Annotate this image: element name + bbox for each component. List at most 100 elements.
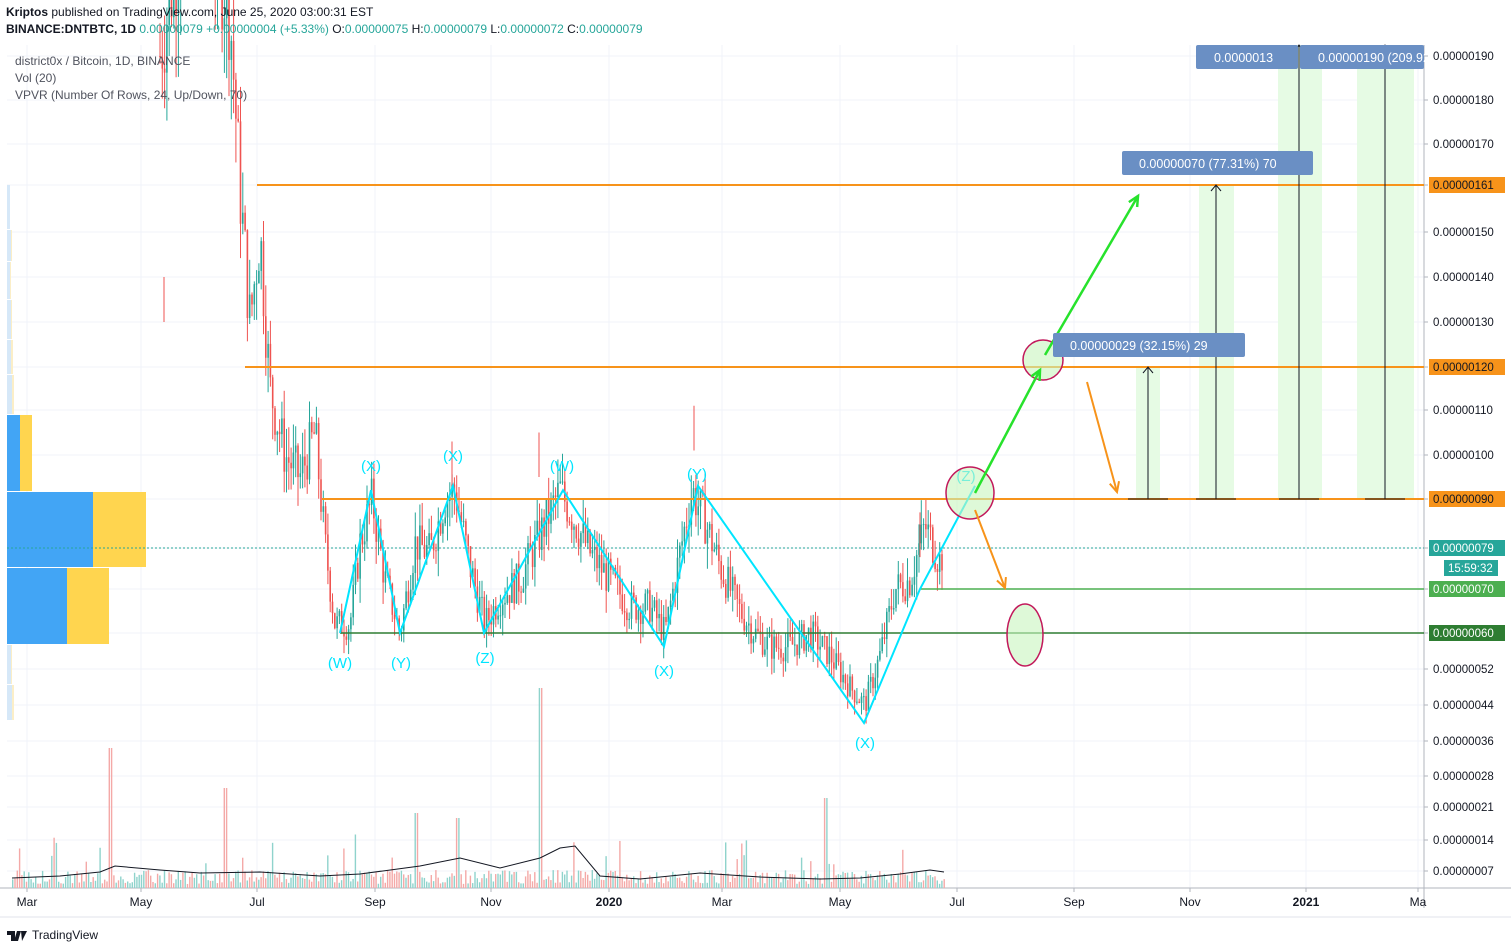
legend-vpvr[interactable]: VPVR (Number Of Rows, 24, Up/Down, 70) bbox=[15, 88, 248, 102]
time-label: May bbox=[130, 895, 153, 909]
volume-bar bbox=[281, 882, 283, 888]
price-label: 0.00000140 bbox=[1433, 272, 1494, 284]
volume-bar bbox=[409, 874, 412, 888]
candle-body bbox=[258, 270, 260, 284]
projection-arrow[interactable] bbox=[973, 369, 1042, 494]
volume-bar bbox=[794, 874, 796, 888]
candle-body bbox=[490, 620, 492, 625]
candle-body bbox=[368, 504, 371, 506]
volume-bar bbox=[163, 870, 166, 888]
candle-body bbox=[938, 554, 941, 572]
candle-body bbox=[474, 568, 476, 587]
volume-bar bbox=[782, 878, 784, 888]
candle-body bbox=[715, 544, 718, 550]
candle-body bbox=[708, 524, 711, 530]
volume-bar bbox=[582, 877, 584, 888]
time-axis[interactable]: Mar May Jul Sep Nov 2020 Mar May Jul Sep Nov 2021 Ma bbox=[0, 888, 1511, 918]
volume-bar bbox=[518, 882, 520, 888]
measure-label-box[interactable] bbox=[1196, 45, 1298, 69]
volume-bar bbox=[94, 880, 97, 888]
volume-bar bbox=[713, 876, 715, 888]
candle-body bbox=[757, 628, 759, 632]
volume-bar bbox=[547, 876, 550, 888]
volume-bar bbox=[41, 870, 44, 888]
candle-body bbox=[883, 637, 886, 639]
projection-arrow[interactable] bbox=[974, 509, 1006, 589]
volume-bar bbox=[478, 882, 481, 888]
volume-profile-up bbox=[7, 645, 11, 684]
measure-label-box[interactable] bbox=[1122, 151, 1313, 175]
volume-bar bbox=[570, 875, 573, 888]
candle-body bbox=[860, 696, 863, 704]
volume-bar bbox=[787, 880, 789, 888]
volume-bar bbox=[925, 870, 927, 888]
volume-bar bbox=[104, 879, 106, 888]
volume-bar bbox=[757, 882, 759, 888]
candle-body bbox=[922, 524, 925, 526]
legend-volume[interactable]: Vol (20) bbox=[15, 71, 57, 85]
volume-bar bbox=[731, 876, 734, 888]
projection-arrows[interactable] bbox=[973, 193, 1140, 591]
volume-bar bbox=[152, 881, 154, 888]
volume-bar bbox=[672, 871, 674, 888]
volume-bar bbox=[37, 883, 39, 888]
candle-body bbox=[285, 457, 288, 472]
volume-bar bbox=[232, 878, 235, 888]
volume-bar bbox=[150, 875, 152, 888]
legend-series[interactable]: district0x / Bitcoin, 1D, BINANCE bbox=[15, 54, 191, 68]
candle-body bbox=[798, 631, 801, 656]
volume-bar bbox=[271, 842, 274, 888]
volume-bar bbox=[902, 849, 904, 888]
volume-bar bbox=[320, 873, 322, 888]
measure-label-box[interactable] bbox=[1300, 45, 1424, 69]
reversal-zone-ellipse[interactable] bbox=[945, 466, 995, 520]
volume-bar bbox=[221, 882, 223, 888]
volume-bar bbox=[313, 872, 315, 888]
volume-bar bbox=[375, 872, 377, 888]
candle-body bbox=[561, 481, 564, 483]
volume-bar bbox=[168, 872, 170, 888]
volume-bar bbox=[814, 876, 817, 888]
candle-body bbox=[228, 0, 230, 60]
candle-body bbox=[506, 595, 509, 603]
price-range-measures[interactable]: 0.00000029 (32.15%) 29 0.00000070 (77.31%… bbox=[1053, 44, 1430, 500]
volume-bar bbox=[120, 876, 122, 888]
volume-bar bbox=[559, 882, 561, 888]
candle-body bbox=[761, 633, 764, 655]
volume-bar bbox=[166, 883, 168, 888]
measure-label-box[interactable] bbox=[1053, 333, 1245, 357]
tradingview-footer[interactable]: TradingView bbox=[6, 926, 98, 944]
candle-body bbox=[833, 662, 835, 669]
candle-body bbox=[334, 613, 336, 629]
wave-polyline[interactable] bbox=[339, 482, 976, 726]
candle-body bbox=[481, 596, 483, 598]
projection-arrow[interactable] bbox=[1043, 195, 1140, 356]
candle-body bbox=[366, 504, 368, 542]
volume-bar bbox=[886, 879, 888, 888]
candle-body bbox=[741, 603, 743, 619]
volume-bar bbox=[754, 871, 757, 888]
volume-bar bbox=[842, 871, 844, 888]
support-zone-ellipse[interactable] bbox=[1006, 603, 1044, 667]
candle-body bbox=[925, 524, 927, 530]
volume-bar bbox=[113, 875, 115, 888]
volume-bar bbox=[681, 881, 683, 888]
candle-body bbox=[711, 524, 713, 552]
candle-body bbox=[269, 343, 272, 378]
volume-bar bbox=[835, 875, 837, 888]
volume-bar bbox=[101, 883, 104, 888]
price-label: 0.00000036 bbox=[1433, 736, 1494, 748]
candle-body bbox=[745, 625, 748, 631]
candle-body bbox=[621, 594, 624, 612]
horizontal-levels[interactable] bbox=[245, 184, 1424, 634]
candle-body bbox=[888, 606, 890, 612]
volume-bar bbox=[177, 870, 179, 888]
volume-bar bbox=[435, 870, 437, 888]
projection-arrow[interactable] bbox=[1086, 381, 1118, 493]
price-axis[interactable]: 0.00000190 0.00000180 0.00000170 0.00000161… bbox=[1424, 51, 1505, 878]
volume-bar bbox=[329, 875, 331, 888]
volume-bar bbox=[665, 876, 667, 888]
volume-bar bbox=[25, 881, 28, 888]
volume-bar bbox=[416, 813, 419, 888]
